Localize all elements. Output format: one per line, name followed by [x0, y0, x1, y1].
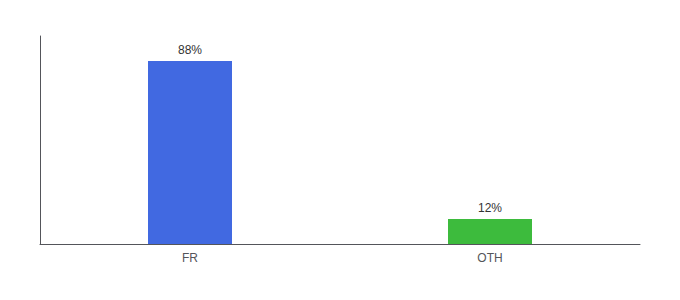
svg-text:12%: 12% — [478, 201, 502, 215]
svg-text:FR: FR — [182, 251, 198, 265]
svg-text:OTH: OTH — [477, 251, 502, 265]
svg-text:88%: 88% — [178, 43, 202, 57]
